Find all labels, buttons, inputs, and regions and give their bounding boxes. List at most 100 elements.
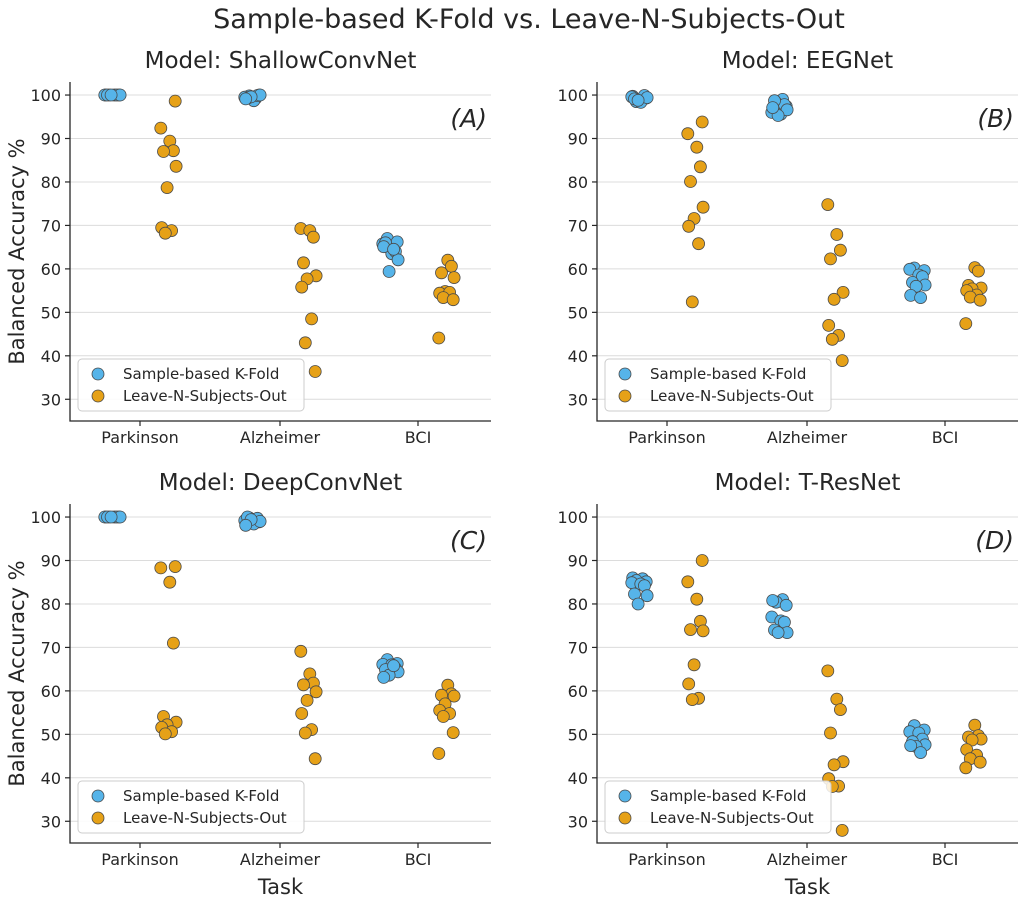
data-point	[914, 746, 927, 759]
data-point	[300, 694, 314, 707]
x-tick-label: Alzheimer	[767, 428, 848, 447]
data-point	[387, 242, 401, 256]
y-tick-label: 30	[41, 390, 61, 409]
figure-title: Sample-based K-Fold vs. Leave-N-Subjects…	[213, 4, 845, 35]
y-tick-label: 30	[568, 812, 588, 831]
legend-label: Leave-N-Subjects-Out	[123, 809, 287, 827]
x-tick-label: BCI	[932, 428, 959, 447]
chart-panel-1: 30 40 50 60 70 80 90 100 Parkinson Alzheimer BCI Mo…	[5, 48, 491, 447]
data-point	[827, 292, 841, 306]
panels: 30 40 50 60 70 80 90 100 Parkinson Alzheimer BCI Mo…	[5, 48, 1018, 899]
data-point	[104, 510, 118, 524]
data-point	[687, 658, 701, 672]
data-point	[158, 727, 172, 741]
data-point	[973, 293, 987, 307]
axis-spine	[69, 82, 491, 422]
data-point	[305, 312, 319, 326]
legend-box	[77, 358, 305, 412]
y-tick-label: 70	[568, 638, 588, 657]
data-point	[692, 237, 705, 251]
data-point	[306, 230, 320, 244]
data-point	[779, 598, 793, 612]
data-point	[696, 200, 710, 214]
data-point	[160, 181, 174, 195]
data-point	[154, 561, 168, 575]
y-tick-label: 60	[568, 682, 588, 701]
data-point	[827, 758, 841, 772]
y-tick-label: 90	[568, 130, 588, 149]
data-point	[684, 623, 697, 636]
legend-label: Leave-N-Subjects-Out	[123, 387, 287, 405]
x-tick-label: BCI	[405, 428, 432, 447]
data-point	[168, 94, 182, 108]
data-point	[903, 262, 917, 276]
y-tick-label: 60	[41, 682, 61, 701]
x-tick-label: BCI	[405, 850, 432, 869]
data-point	[821, 198, 835, 212]
data-point	[640, 589, 654, 603]
data-point	[239, 518, 253, 532]
y-axis-label: Balanced Accuracy %	[5, 138, 29, 364]
y-tick-label: 90	[41, 130, 61, 149]
y-tick-label: 50	[568, 303, 588, 322]
data-point	[830, 228, 844, 241]
data-point	[681, 575, 695, 589]
y-tick-label: 90	[568, 552, 588, 571]
y-tick-label: 40	[568, 769, 588, 788]
axis-spine	[69, 504, 491, 844]
data-point	[295, 707, 309, 720]
legend-marker	[91, 811, 105, 825]
y-tick-label: 30	[41, 812, 61, 831]
data-point	[959, 761, 973, 775]
data-point	[904, 739, 918, 752]
data-point	[959, 317, 973, 331]
panel-title: Model: ShallowConvNet	[145, 48, 417, 74]
data-point	[835, 354, 849, 368]
y-tick-label: 50	[41, 725, 61, 744]
legend-label: Sample-based K-Fold	[123, 365, 279, 383]
y-tick-label: 60	[41, 260, 61, 279]
data-point	[382, 265, 396, 278]
y-tick-label: 40	[568, 347, 588, 366]
legend-label: Leave-N-Subjects-Out	[650, 387, 814, 405]
legend-box	[604, 358, 832, 412]
data-point	[154, 121, 168, 135]
y-tick-label: 100	[30, 508, 61, 527]
y-tick-label: 100	[30, 86, 61, 105]
data-point	[834, 243, 847, 257]
x-tick-label: Parkinson	[101, 850, 178, 869]
chart-panel-4: 30 40 50 60 70 80 90 100 Parkinson Alzheimer BCI Mo…	[557, 470, 1018, 899]
x-tick-label: Parkinson	[628, 428, 705, 447]
data-point	[696, 624, 710, 638]
chart-panel-2: 30 40 50 60 70 80 90 100 Parkinson Alzheimer BCI Mo…	[557, 48, 1018, 447]
data-point	[447, 689, 461, 703]
data-point	[822, 318, 836, 332]
data-point	[308, 752, 322, 766]
data-point	[771, 626, 785, 639]
legend-marker	[618, 811, 632, 825]
series-lnso	[154, 560, 461, 766]
legend: Sample-based K-Fold Leave-N-Subjects-Out	[77, 358, 305, 412]
series-kfold	[625, 571, 932, 759]
y-tick-label: 60	[568, 260, 588, 279]
y-tick-label: 100	[557, 508, 588, 527]
data-point	[446, 726, 460, 739]
legend-marker	[618, 389, 632, 403]
x-tick-label: Alzheimer	[240, 850, 321, 869]
panel-title: Model: EEGNet	[722, 48, 893, 74]
data-point	[973, 755, 987, 769]
series-lnso	[681, 554, 988, 837]
y-tick-label: 50	[41, 303, 61, 322]
axis-spine	[596, 82, 1018, 422]
data-point	[682, 219, 696, 233]
series-lnso	[681, 115, 988, 368]
legend-box	[604, 780, 832, 834]
y-tick-label: 80	[568, 595, 588, 614]
panel-letter: (C)	[450, 526, 487, 555]
data-point	[297, 678, 310, 692]
data-point	[447, 271, 461, 285]
data-point	[631, 93, 645, 107]
data-point	[824, 252, 837, 266]
y-tick-label: 30	[568, 390, 588, 409]
data-point	[446, 293, 460, 307]
